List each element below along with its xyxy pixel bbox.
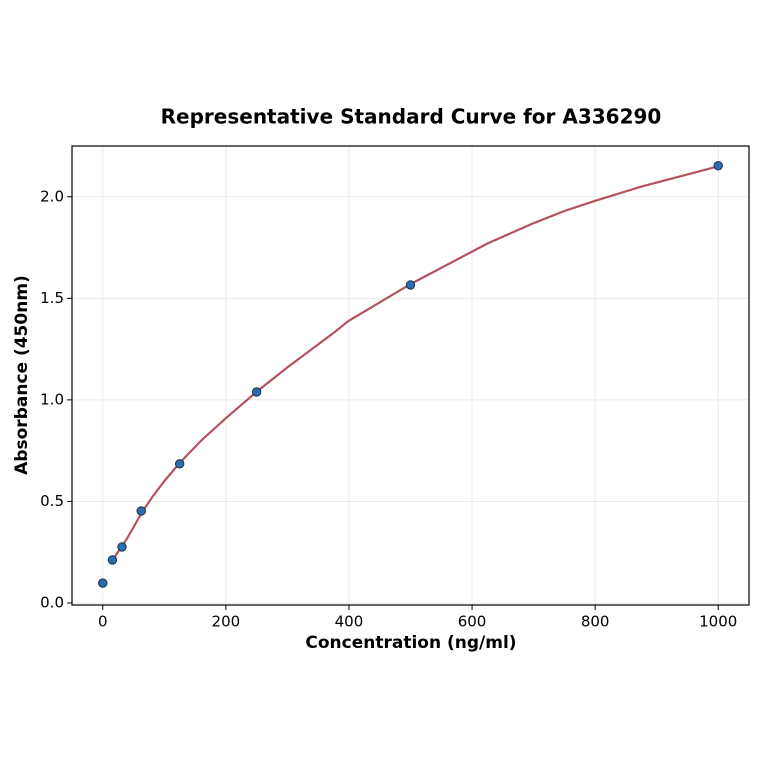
plot-frame [71,145,750,606]
x-tick-label: 0 [98,613,108,631]
y-tick-label: 0.0 [40,593,64,611]
x-tick-label: 600 [458,613,487,631]
x-tick-label: 800 [581,613,610,631]
y-tick-label: 2.0 [40,187,64,205]
data-point [107,555,118,565]
chart-title: Representative Standard Curve for A33629… [161,105,662,129]
y-tick-label: 0.5 [40,492,64,510]
x-tick-label: 400 [335,613,364,631]
y-tick-label: 1.0 [40,390,64,408]
data-point [136,506,146,516]
x-tick-label: 200 [212,613,241,631]
x-tick-label: 1000 [699,613,737,631]
data-point [117,542,127,552]
data-point [251,387,262,397]
y-tick-label: 1.5 [40,289,64,307]
data-point [713,161,723,171]
x-axis-label: Concentration (ng/ml) [305,633,516,653]
data-point [405,280,416,290]
data-point [98,578,108,588]
data-point [175,459,185,469]
y-axis-label: Absorbance (450nm) [12,275,32,475]
